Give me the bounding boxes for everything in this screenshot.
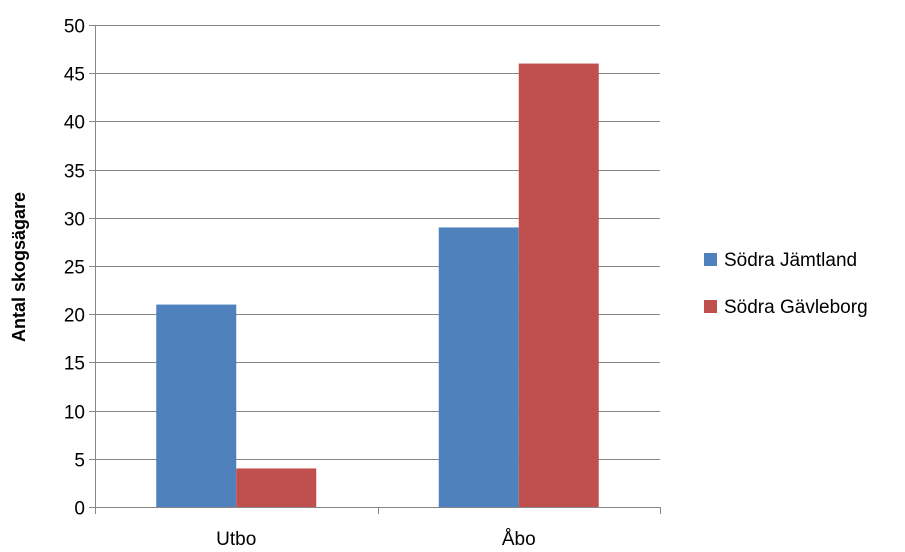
legend-label: Södra Gävleborg <box>724 297 868 318</box>
y-tick-labels: 0 5 10 15 20 25 30 35 40 45 50 <box>64 17 85 520</box>
y-tick-label: 45 <box>64 65 85 86</box>
bar-s-dra-g-vleborg-utbo <box>236 468 317 507</box>
legend: Södra Jämtland Södra Gävleborg <box>704 250 868 318</box>
bars <box>156 63 599 508</box>
y-tick-label: 20 <box>64 306 85 327</box>
legend-label: Södra Jämtland <box>724 250 857 271</box>
x-tick-label: Utbo <box>216 529 256 550</box>
legend-swatch <box>704 300 717 313</box>
y-tick-label: 50 <box>64 17 85 38</box>
bar-s-dra-g-vleborg--bo <box>518 63 599 508</box>
y-tick-label: 0 <box>74 499 85 520</box>
x-tick-label: Åbo <box>502 529 536 550</box>
y-tick-label: 40 <box>64 113 85 134</box>
x-tick-labels: Utbo Åbo <box>216 529 535 550</box>
y-tick-label: 5 <box>74 451 85 472</box>
bar-s-dra-j-mtland--bo <box>438 227 519 507</box>
y-tick-label: 15 <box>64 354 85 375</box>
y-tick-label: 10 <box>64 403 85 424</box>
bar-s-dra-j-mtland-utbo <box>156 304 237 507</box>
y-axis-label: Antal skogsägare <box>9 192 29 342</box>
y-tick-label: 25 <box>64 258 85 279</box>
legend-swatch <box>704 253 717 266</box>
y-tick-label: 30 <box>64 210 85 231</box>
y-tick-label: 35 <box>64 162 85 183</box>
axes <box>89 25 661 514</box>
